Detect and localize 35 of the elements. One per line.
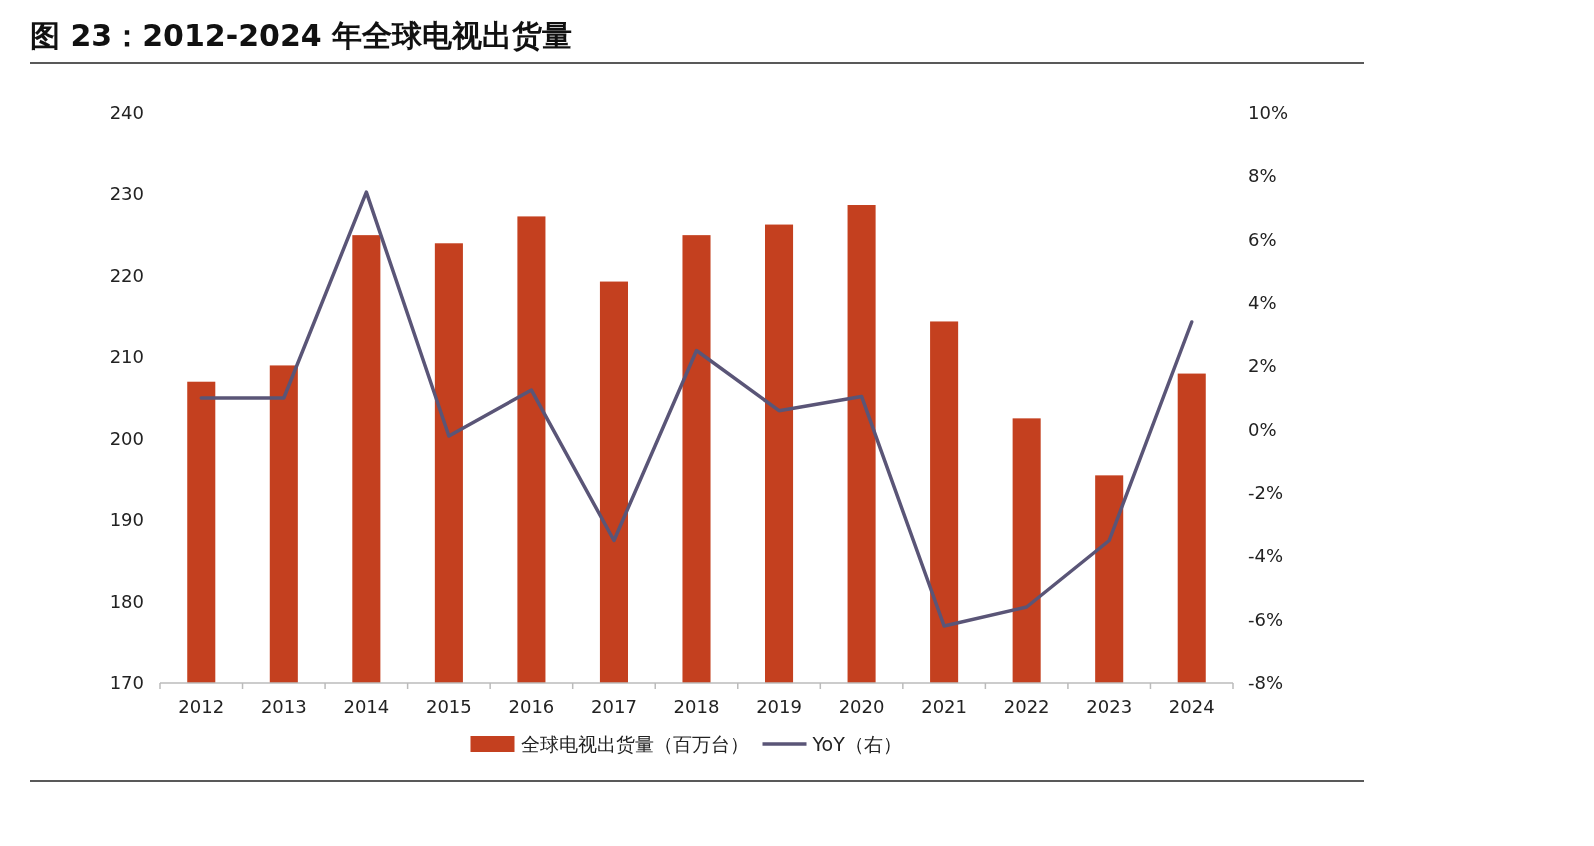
y2-tick-label: 10% bbox=[1248, 102, 1289, 123]
y2-tick-label: -6% bbox=[1248, 608, 1284, 630]
x-tick-label: 2012 bbox=[178, 696, 225, 717]
x-tick-label: 2017 bbox=[591, 696, 637, 717]
y-tick-label: 180 bbox=[109, 590, 144, 612]
x-tick-label: 2016 bbox=[508, 696, 555, 717]
x-tick-label: 2014 bbox=[343, 696, 390, 717]
x-tick-label: 2018 bbox=[673, 696, 720, 717]
legend-label: 全球电视出货量（百万台） bbox=[520, 733, 749, 755]
x-tick-label: 2020 bbox=[838, 696, 885, 717]
x-tick-label: 2023 bbox=[1086, 696, 1133, 717]
x-tick-label: 2021 bbox=[921, 696, 968, 717]
y2-tick-label: 6% bbox=[1248, 228, 1277, 250]
x-tick-label: 2019 bbox=[756, 696, 802, 717]
y2-tick-label: 0% bbox=[1248, 418, 1277, 440]
legend-label: YoY（右） bbox=[811, 733, 902, 755]
line-series bbox=[199, 190, 1194, 628]
y-tick-label: 210 bbox=[109, 346, 144, 368]
y-tick-label: 170 bbox=[109, 672, 144, 693]
y-tick-label: 220 bbox=[109, 264, 144, 286]
y2-tick-label: -8% bbox=[1248, 672, 1284, 693]
y-tick-label: 200 bbox=[109, 427, 144, 449]
y2-tick-label: 4% bbox=[1248, 292, 1277, 313]
y2-tick-label: -4% bbox=[1248, 545, 1284, 567]
x-tick-label: 2013 bbox=[260, 696, 307, 717]
y2-tick-label: -2% bbox=[1248, 482, 1284, 503]
x-tick-label: 2015 bbox=[425, 696, 472, 717]
y-tick-label: 230 bbox=[109, 183, 144, 205]
y2-tick-label: 8% bbox=[1248, 165, 1277, 187]
chart-title: 图 23：2012-2024 年全球电视出货量 bbox=[30, 18, 573, 53]
y-tick-label: 190 bbox=[109, 509, 144, 531]
x-tick-label: 2022 bbox=[1003, 696, 1050, 717]
y2-tick-label: 2% bbox=[1248, 355, 1277, 377]
x-tick-label: 2024 bbox=[1168, 696, 1215, 717]
y-tick-label: 240 bbox=[109, 102, 144, 123]
